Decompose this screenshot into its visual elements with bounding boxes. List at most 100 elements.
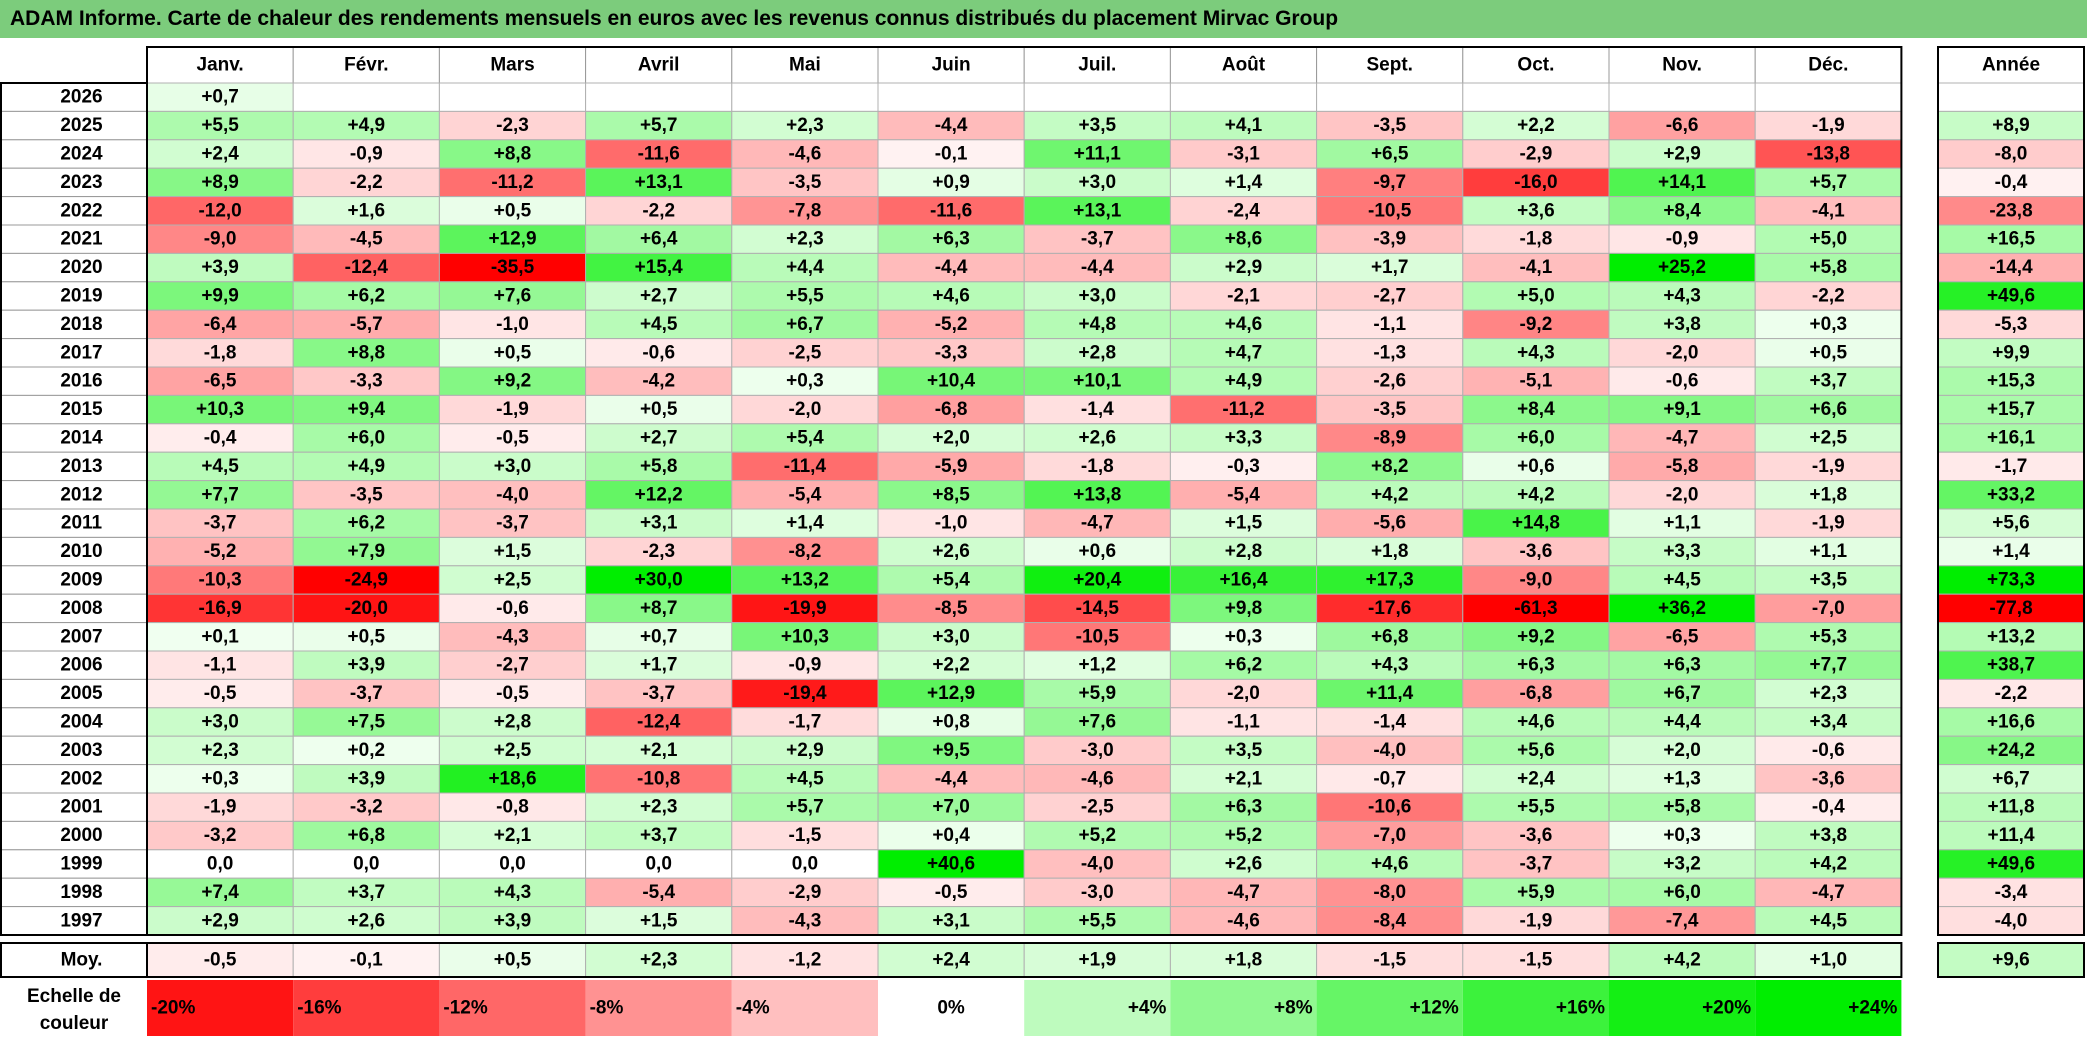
heatmap-cell-value: +4,9 [348,115,386,136]
heatmap-cell-value: +5,3 [1810,626,1848,647]
heatmap-cell [585,508,733,538]
heatmap-cell [1462,451,1610,482]
heatmap-cell-value: -10,6 [1368,797,1411,818]
heatmap-cell [1023,906,1171,936]
heatmap-cell [1462,820,1610,851]
heatmap-cell-value: -8,4 [1373,910,1406,931]
heatmap-cell-value: +1,5 [1225,513,1263,534]
heatmap-cell-value: -1,9 [1812,513,1845,534]
heatmap-cell-value: -5,1 [1520,371,1553,392]
heatmap-cell [1023,877,1171,908]
heatmap-cell [292,906,440,936]
color-scale-swatch [878,980,1025,1036]
heatmap-cell-value: 0,0 [207,854,233,875]
color-scale-swatch [731,980,878,1036]
heatmap-cell-value: -14,5 [1076,598,1120,619]
average-cell-value: +2,3 [640,950,678,971]
heatmap-cell [877,423,1025,453]
heatmap-cell [1169,735,1318,766]
heatmap-cell-value: -5,7 [350,314,383,335]
heatmap-cell [731,650,879,680]
heatmap-cell-value: +3,6 [1517,200,1555,221]
heatmap-cell-value: +3,4 [1810,712,1848,733]
heatmap-cell-value: +3,1 [932,910,970,931]
heatmap-cell-value: -3,2 [350,797,383,818]
heatmap-cell-value: -10,5 [1368,200,1412,221]
heatmap-cell-value: -8,5 [935,598,968,619]
heatmap-cell-value: +4,3 [494,882,532,903]
heatmap-cell-value: +4,2 [1810,854,1848,875]
heatmap-cell-value: +4,1 [1225,115,1263,136]
year-label-cell [0,423,148,453]
heatmap-cell-value: -3,7 [204,513,237,534]
heatmap-cell [1023,735,1171,766]
heatmap-cell [1462,196,1610,226]
heatmap-cell-value: +1,1 [1810,541,1848,562]
heatmap-cell-value: +12,9 [488,229,536,250]
heatmap-cell-value: +9,2 [1517,626,1555,647]
average-label: Moy. [61,950,103,971]
heatmap-cell-value: +17,3 [1366,570,1414,591]
heatmap-cell [292,877,440,908]
annual-cell-value: +73,3 [1987,570,2035,591]
page-title: ADAM Informe. Carte de chaleur des rende… [10,7,1339,30]
color-scale-step-label: +8% [1274,998,1313,1019]
heatmap-cell [146,593,294,624]
heatmap-cell-value: -2,3 [496,115,529,136]
average-cell-value: +0,5 [494,950,532,971]
heatmap-cell [438,906,587,936]
heatmap-cell-value: +2,1 [1225,768,1263,789]
heatmap-cell-value: +9,1 [1663,399,1701,420]
heatmap-cell [1169,480,1318,510]
month-header-label: Mai [789,55,821,76]
heatmap-cell-value: +4,3 [1371,655,1409,676]
year-label: 2024 [60,144,103,165]
heatmap-cell [1608,877,1756,908]
color-scale-step-label: +12% [1410,998,1459,1019]
heatmap-cell-value: +5,5 [201,115,239,136]
heatmap-cell-value: -1,1 [204,655,237,676]
heatmap-cell-value: +2,9 [786,740,824,761]
heatmap-cell [1462,366,1610,396]
heatmap-cell [1169,110,1318,141]
month-header-label: Avril [638,55,680,76]
heatmap-cell [585,735,733,766]
heatmap-cell [877,394,1025,425]
heatmap-cell-value: -4,7 [1812,882,1845,903]
heatmap-cell [1316,139,1464,169]
color-scale-swatch [585,980,732,1036]
heatmap-cell-value: +3,5 [1225,740,1263,761]
heatmap-cell [731,82,879,112]
heatmap-cell [731,707,879,737]
year-label: 2007 [60,626,102,647]
annual-cell-value: +1,4 [1992,541,2030,562]
heatmap-cell-value: +7,9 [348,541,386,562]
annual-cell [1937,707,2085,737]
average-row-border [146,942,1903,978]
average-cell-value: -1,5 [1373,950,1406,971]
annual-cell-value: +15,7 [1987,399,2035,420]
heatmap-cell-value: +3,0 [932,626,970,647]
heatmap-cell-value: +8,4 [1517,399,1555,420]
heatmap-cell-value: -9,7 [1373,172,1406,193]
heatmap-cell-value: +0,5 [494,342,532,363]
heatmap-cell-value: +2,2 [932,655,970,676]
heatmap-cell-value: +3,0 [1079,286,1117,307]
heatmap-cell [1023,480,1171,510]
heatmap-cell-value: -1,9 [204,797,237,818]
color-scale-swatch [439,980,586,1036]
heatmap-cell [877,224,1025,254]
heatmap-cell [731,480,879,510]
annual-cell-value: -0,4 [1995,172,2028,193]
heatmap-cell-value: +16,4 [1219,570,1268,591]
heatmap-cell [146,394,294,425]
heatmap-cell-value: -3,6 [1812,768,1845,789]
heatmap-cell [438,820,587,851]
heatmap-cell-value: -0,6 [642,342,675,363]
heatmap-cell [1169,849,1318,879]
heatmap-cell-value: +11,4 [1366,683,1413,704]
annual-cell-value: +5,6 [1992,513,2030,534]
heatmap-cell-value: +3,5 [1810,570,1848,591]
year-label: 2004 [60,712,103,733]
